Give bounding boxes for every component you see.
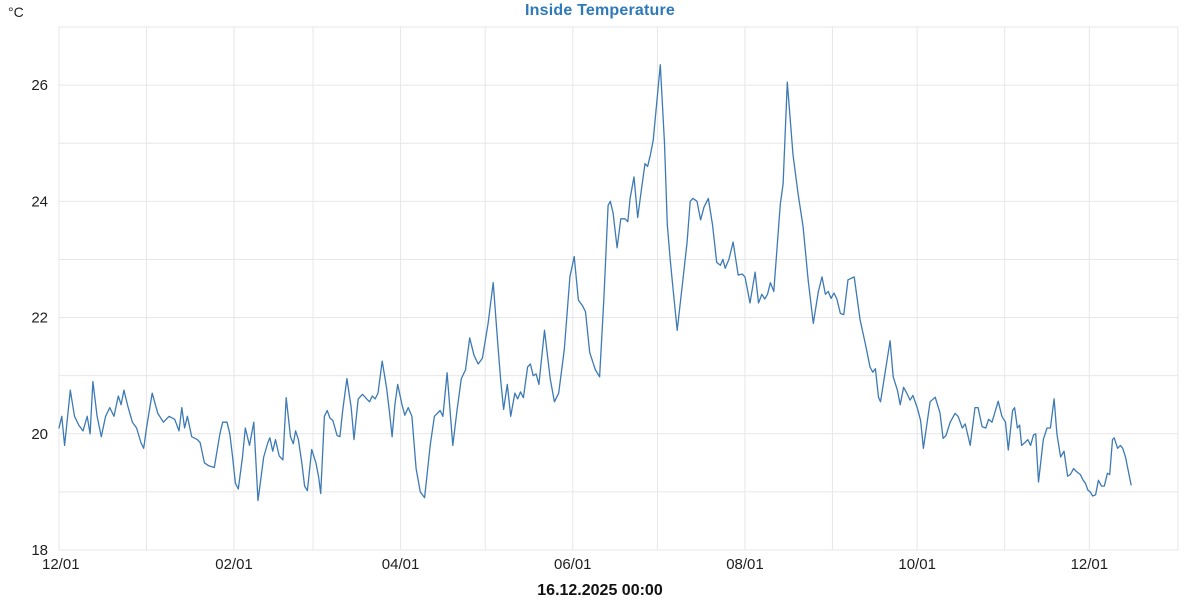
x-tick-label: 04/01 (382, 556, 420, 573)
x-tick-label: 12/01 (42, 556, 80, 573)
chart-title: Inside Temperature (524, 2, 675, 19)
y-axis-unit-label: °C (8, 4, 24, 20)
x-tick-label: 08/01 (726, 556, 764, 573)
y-tick-label: 18 (31, 542, 48, 559)
current-time-label: 16.12.2025 00:00 (537, 582, 663, 599)
x-tick-label: 10/01 (898, 556, 936, 573)
y-tick-label: 24 (31, 193, 48, 210)
temperature-series-line (58, 64, 1132, 502)
y-tick-label: 26 (31, 77, 48, 94)
x-tick-label: 06/01 (554, 556, 592, 573)
x-tick-label: 02/01 (215, 556, 253, 573)
y-tick-label: 20 (31, 426, 48, 443)
y-tick-label: 22 (31, 310, 48, 327)
x-tick-label: 12/01 (1071, 556, 1109, 573)
